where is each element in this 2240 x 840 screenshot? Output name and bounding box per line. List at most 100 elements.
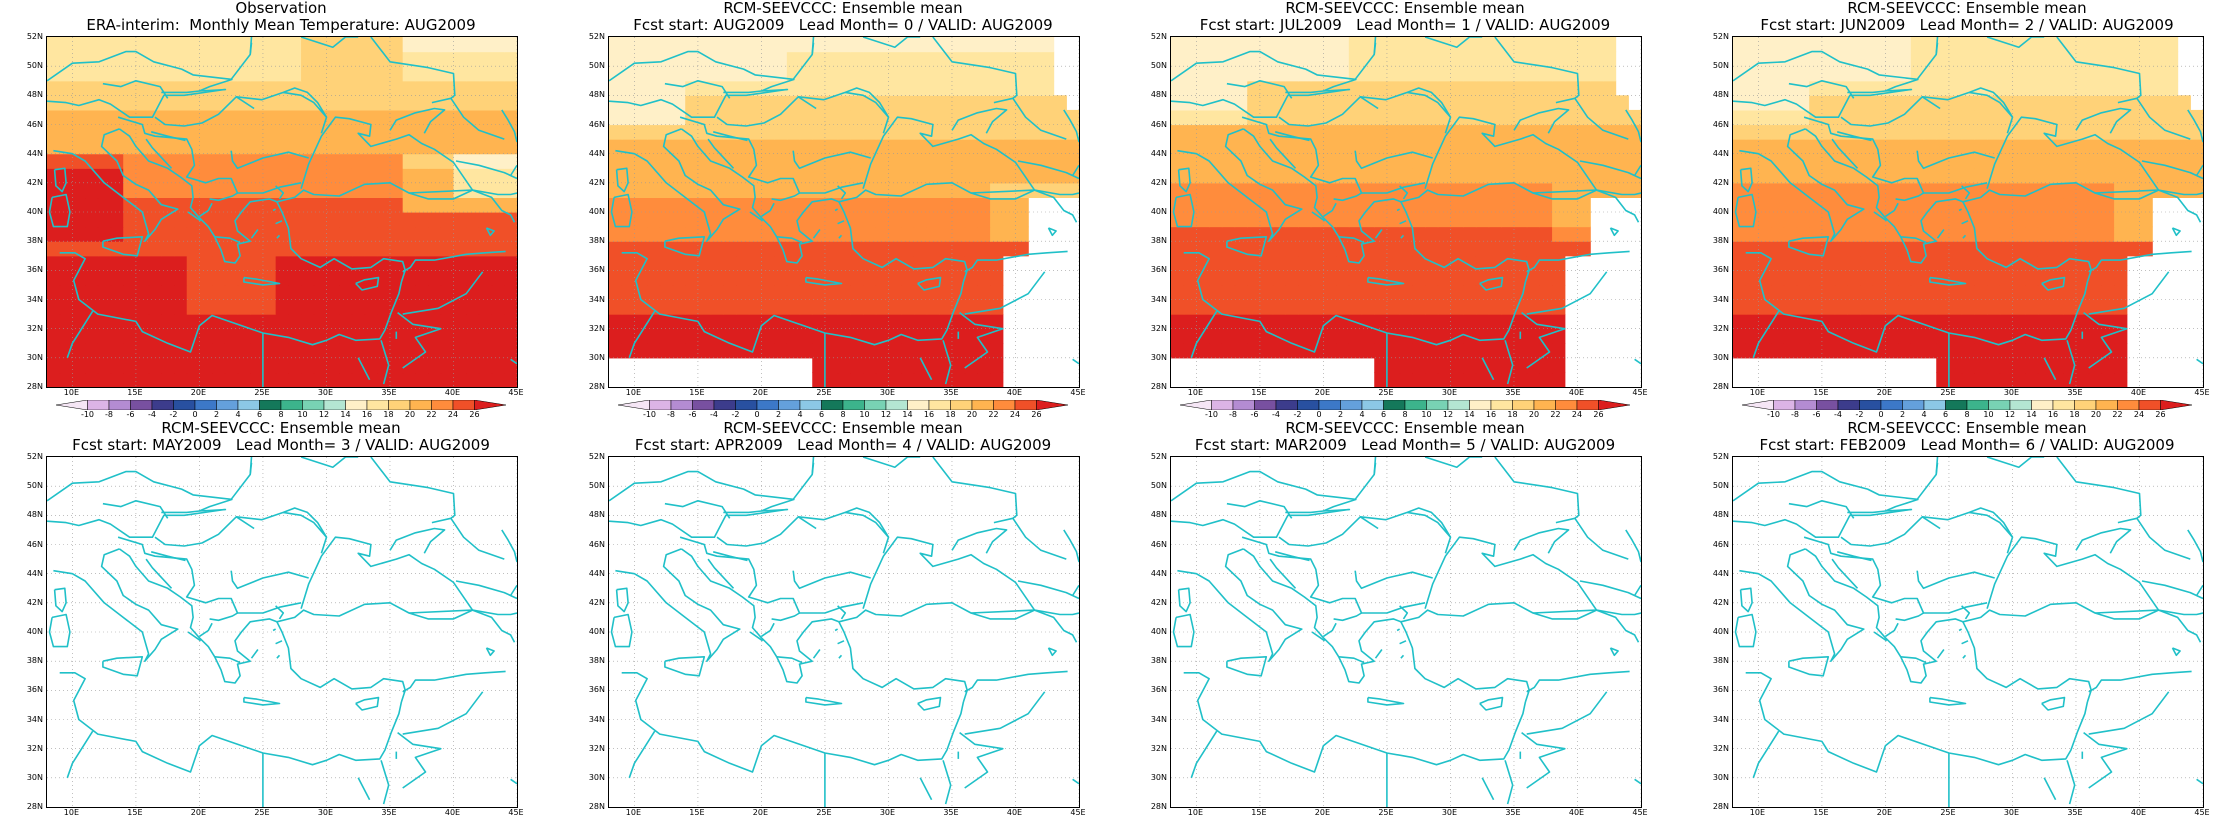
temperature-cell [440, 328, 455, 344]
lon-tick-label: 10E [625, 808, 641, 817]
temperature-cell [224, 51, 239, 67]
temperature-cell [1209, 241, 1223, 257]
panel-subtitle: ERA-interim: Monthly Mean Temperature: A… [86, 16, 476, 34]
colorbar-swatch [1490, 400, 1513, 410]
temperature-cell [1847, 153, 1861, 169]
temperature-cell [2012, 168, 2026, 184]
temperature-cell [402, 153, 416, 169]
temperature-cell [1323, 95, 1337, 111]
temperature-cell [2025, 66, 2039, 82]
coastline [2158, 609, 2202, 643]
temperature-cell [1002, 153, 1017, 169]
temperature-cell [110, 255, 124, 271]
temperature-cell [1758, 124, 1772, 140]
temperature-cell [1539, 241, 1553, 257]
temperature-cell [2050, 168, 2064, 184]
lon-tick-label: 10E [1749, 388, 1765, 397]
temperature-cell [2101, 153, 2115, 169]
temperature-cell [1412, 226, 1426, 242]
temperature-cell [288, 109, 302, 126]
temperature-cell [250, 37, 264, 53]
temperature-cell [761, 270, 775, 286]
temperature-cell [1796, 270, 1810, 286]
temperature-cell [1974, 95, 1988, 111]
temperature-cell [72, 372, 86, 387]
lon-tick-label: 30E [317, 388, 334, 397]
temperature-cell [888, 314, 902, 330]
temperature-cell [326, 51, 340, 67]
temperature-cell [913, 37, 928, 53]
temperature-cell [2152, 109, 2166, 126]
temperature-cell [2101, 168, 2115, 184]
temperature-cell [926, 153, 940, 169]
temperature-cell [212, 37, 226, 53]
temperature-cell [1361, 182, 1375, 199]
temperature-cell [1247, 226, 1261, 242]
temperature-cell [926, 212, 940, 228]
temperature-cell [774, 314, 788, 330]
temperature-cell [1539, 328, 1553, 344]
temperature-cell [186, 357, 201, 374]
temperature-cell [1771, 109, 1785, 126]
temperature-cell [1183, 66, 1197, 82]
temperature-cell [2190, 182, 2203, 199]
temperature-cell [1336, 284, 1350, 301]
temperature-cell [301, 241, 315, 257]
temperature-cell [685, 139, 699, 155]
temperature-cell [237, 343, 251, 359]
temperature-cell [262, 124, 277, 140]
temperature-cell [1771, 139, 1785, 155]
temperature-cell [634, 328, 648, 344]
temperature-cell [1450, 314, 1464, 330]
coastline [1494, 457, 1580, 524]
coastline [389, 107, 446, 134]
temperature-cell [1285, 226, 1299, 242]
coastline [1226, 79, 1293, 99]
coastline [1739, 128, 1865, 242]
temperature-cell [1450, 255, 1464, 271]
temperature-cell [1758, 328, 1772, 344]
temperature-cell [672, 80, 686, 96]
temperature-cell [1615, 182, 1629, 199]
temperature-cell [1783, 314, 1798, 330]
coastline [862, 536, 1036, 611]
temperature-cell [2075, 80, 2090, 96]
temperature-cell [110, 328, 124, 344]
temperature-cell [1209, 314, 1223, 330]
temperature-cell [2025, 168, 2039, 184]
temperature-cell [415, 153, 429, 169]
temperature-cell [1771, 212, 1785, 228]
temperature-cell [491, 328, 505, 344]
temperature-cell [1809, 299, 1823, 315]
temperature-cell [97, 66, 112, 82]
temperature-cell [1323, 212, 1337, 228]
temperature-cell [97, 37, 112, 53]
temperature-cell [2037, 37, 2052, 53]
temperature-cell [47, 168, 61, 184]
temperature-cell [224, 109, 239, 126]
temperature-cell [1259, 255, 1274, 271]
coastline [1400, 234, 1405, 239]
temperature-cell [824, 37, 839, 53]
temperature-cell [647, 284, 661, 301]
temperature-cell [161, 328, 175, 344]
colorbar-swatch [173, 400, 196, 410]
temperature-cell [1002, 37, 1017, 53]
temperature-cell [1885, 37, 1899, 53]
temperature-cell [504, 372, 517, 387]
temperature-cell [1412, 197, 1426, 213]
temperature-cell [301, 328, 315, 344]
temperature-cell [634, 51, 648, 67]
temperature-cell [250, 109, 264, 126]
temperature-cell [1015, 109, 1029, 126]
temperature-cell [72, 80, 86, 96]
temperature-cell [123, 357, 137, 374]
lat-tick-label: 48N [26, 90, 43, 100]
colorbar-swatch [1404, 400, 1427, 410]
temperature-cell [2114, 37, 2128, 53]
temperature-cell [2075, 95, 2090, 111]
temperature-cell [415, 51, 429, 67]
panel-subtitle: Fcst start: MAR2009 Lead Month= 5 / VALI… [1194, 436, 1616, 454]
coastline [610, 193, 633, 228]
temperature-cell [453, 284, 467, 301]
